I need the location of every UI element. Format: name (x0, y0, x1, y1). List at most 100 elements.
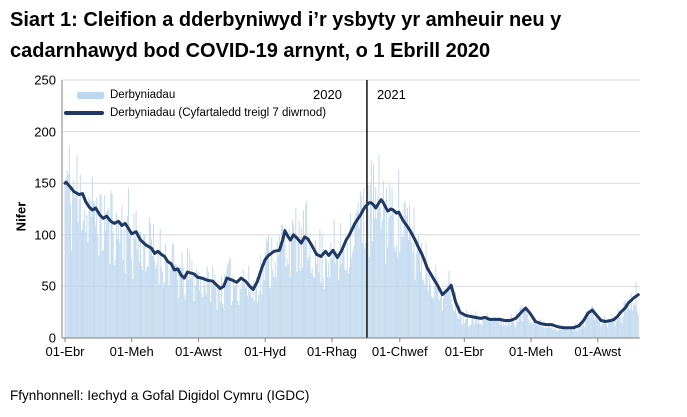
admissions-bar (341, 263, 343, 338)
admissions-bar (565, 329, 567, 338)
admissions-bar (324, 255, 326, 338)
chart-legend: Derbyniadau Derbyniadau (Cyfartaledd tre… (64, 86, 326, 122)
admissions-bar (619, 316, 621, 338)
y-tick-label-0: 0 (48, 330, 56, 346)
x-tick-label-3: 01-Hyd (244, 344, 287, 359)
admissions-bar (92, 201, 94, 338)
admissions-bar (377, 198, 379, 338)
admissions-bar (622, 316, 624, 338)
admissions-bar (455, 292, 457, 338)
admissions-bar (304, 238, 306, 338)
admissions-bar (206, 266, 208, 338)
admissions-bar (374, 218, 376, 338)
admissions-bar (493, 320, 495, 338)
admissions-bar (624, 299, 626, 338)
admissions-bar (590, 307, 592, 338)
admissions-bar (295, 207, 297, 338)
admissions-bar (543, 328, 545, 338)
admissions-bar (589, 317, 591, 338)
admissions-bar (473, 324, 475, 338)
admissions-bar (514, 325, 516, 338)
admissions-bar (99, 192, 101, 338)
admissions-bar (167, 260, 169, 338)
admissions-bar (428, 267, 430, 338)
admissions-bar (109, 264, 111, 338)
admissions-bar (608, 319, 610, 338)
admissions-bar (531, 323, 533, 338)
admissions-bar (420, 271, 421, 338)
admissions-bar (422, 279, 424, 338)
admissions-bar (172, 243, 174, 338)
admissions-bar (310, 272, 312, 338)
admissions-bar (496, 320, 498, 338)
admissions-bar (86, 215, 88, 338)
admissions-bar (155, 268, 157, 338)
admissions-bar (447, 284, 449, 338)
admissions-bar (153, 224, 155, 338)
admissions-bar (100, 195, 102, 338)
admissions-bar (426, 273, 428, 338)
admissions-bar (567, 329, 569, 338)
admissions-bar (171, 244, 173, 338)
admissions-bar (425, 243, 427, 338)
admissions-bar (352, 251, 354, 338)
year-label-2021: 2021 (376, 87, 406, 102)
admissions-bar (632, 310, 634, 338)
admissions-bar (603, 315, 605, 338)
admissions-bar (208, 279, 210, 338)
admissions-bar (225, 276, 227, 338)
admissions-bar (396, 244, 397, 338)
admissions-bar (637, 314, 639, 338)
admissions-bar (298, 220, 300, 338)
admissions-bar (112, 232, 114, 338)
admissions-bar (198, 271, 199, 338)
admissions-bar (235, 285, 237, 338)
admissions-bar (152, 255, 153, 338)
admissions-bar (259, 290, 261, 338)
admissions-bar (348, 266, 350, 338)
admissions-bar (409, 204, 411, 338)
admissions-bar (548, 323, 549, 338)
admissions-bar (274, 261, 276, 338)
admissions-bar (258, 294, 260, 338)
admissions-bar (196, 277, 198, 338)
admissions-bar (405, 215, 407, 338)
admissions-bar (281, 224, 283, 338)
admissions-bar (513, 321, 514, 338)
admissions-bar (370, 160, 372, 338)
admissions-bar (392, 207, 394, 338)
admissions-bar (587, 309, 589, 338)
admissions-bar (612, 320, 614, 338)
admissions-bar (143, 233, 145, 338)
admissions-bar (400, 221, 402, 338)
admissions-bar (228, 260, 230, 338)
admissions-bar (561, 330, 563, 338)
admissions-bar (301, 267, 303, 338)
admissions-bar (506, 326, 508, 338)
admissions-bar (538, 323, 540, 338)
admissions-bar (486, 313, 488, 338)
admissions-bar (416, 248, 418, 338)
admissions-bar (343, 251, 345, 338)
admissions-bar (526, 312, 528, 338)
admissions-bar (219, 301, 221, 338)
admissions-bar (371, 241, 373, 338)
admissions-bar (91, 176, 93, 338)
admissions-bar (479, 324, 481, 338)
admissions-bar (550, 328, 552, 338)
legend-label-rolling-average: Derbyniadau (Cyfartaledd treigl 7 diwrno… (110, 107, 327, 119)
admissions-bar (436, 287, 438, 338)
admissions-bar (65, 178, 67, 338)
admissions-bar (393, 247, 395, 338)
admissions-bar (563, 325, 565, 338)
admissions-bar (443, 298, 444, 338)
admissions-bar (480, 323, 482, 338)
admissions-bar (585, 314, 587, 338)
admissions-bar (85, 231, 87, 338)
admissions-bar (296, 271, 298, 338)
admissions-bar (537, 324, 539, 338)
admissions-bar (280, 241, 281, 338)
admissions-bar (458, 318, 460, 338)
